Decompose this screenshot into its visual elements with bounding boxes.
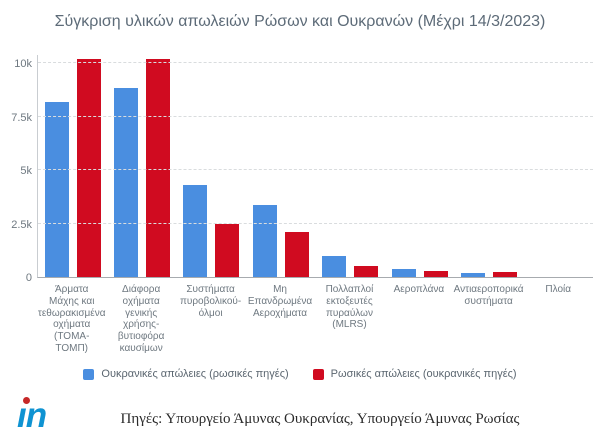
logo-dot-icon	[23, 397, 30, 404]
legend-item: Ρωσικές απώλειες (ουκρανικές πηγές)	[312, 368, 517, 380]
bar	[215, 223, 240, 277]
bar-group	[385, 55, 454, 277]
bar	[492, 272, 517, 277]
legend-swatch-icon	[83, 368, 95, 380]
gridline-10k	[38, 62, 593, 63]
x-axis-category-label: Αεροπλάνα	[393, 284, 445, 295]
x-axis-category-label: Πλοία	[545, 284, 572, 295]
y-tick-label: 7.5k	[11, 111, 32, 124]
bar-group	[107, 55, 176, 277]
plot-area	[37, 55, 593, 278]
bar	[322, 255, 347, 277]
bar-group	[177, 55, 246, 277]
x-axis-category-label: Συστήματα πυροβολικού- όλμοι	[179, 284, 242, 319]
y-tick-label: 5k	[20, 165, 32, 177]
bar	[76, 58, 101, 277]
bar	[146, 58, 171, 277]
bar	[391, 269, 416, 277]
bar	[183, 184, 208, 277]
bar-group	[38, 55, 107, 277]
source-text: Πηγές: Υπουργείο Άμυνας Ουκρανίας, Υπουρ…	[120, 411, 520, 427]
bar	[114, 87, 139, 277]
chart-title: Σύγκριση υλικών απωλειών Ρώσων και Ουκρα…	[54, 13, 546, 30]
x-axis-category-label: Διάφορα οχήματα γενικής χρήσης- βυτιοφόρ…	[117, 284, 165, 354]
gridline-5k	[38, 169, 593, 170]
bar-groups-container	[38, 55, 593, 277]
in-logo: ın	[17, 396, 47, 436]
bar-group	[316, 55, 385, 277]
y-tick-label: 0	[25, 272, 32, 284]
x-axis-category-label: Αντιαεροπορικά συστήματα	[453, 284, 524, 307]
bar	[423, 270, 448, 277]
bar	[284, 232, 309, 277]
x-axis-category-label: Μη Επανδρωμένα Αεροχήματα	[247, 284, 313, 319]
legend-item: Ουκρανικές απώλειες (ρωσικές πηγές)	[83, 368, 289, 380]
bar	[252, 205, 277, 277]
chart-legend: Ουκρανικές απώλειες (ρωσικές πηγές) Ρωσικ…	[0, 368, 600, 380]
legend-label: Ουκρανικές απώλειες (ρωσικές πηγές)	[101, 368, 289, 380]
legend-label: Ρωσικές απώλειες (ουκρανικές πηγές)	[330, 368, 517, 380]
gridline-2.5k	[38, 222, 593, 224]
y-tick-label: 2.5k	[11, 218, 32, 231]
logo-text: ın	[17, 396, 47, 435]
bar-group	[524, 55, 593, 277]
gridline-7.5k	[38, 115, 593, 117]
bar	[460, 273, 485, 277]
bar	[354, 266, 379, 277]
bar-group	[246, 55, 315, 277]
legend-swatch-icon	[312, 368, 324, 380]
bar	[44, 101, 69, 277]
x-axis-category-label: Πολλαπλοί εκτοξευτές πυραύλων (MLRS)	[325, 284, 374, 331]
x-axis-category-label: Άρματα Μάχης και τεθωρακισμένα οχήματα (…	[37, 284, 106, 354]
x-axis-labels: Άρματα Μάχης και τεθωρακισμένα οχήματα (…	[37, 284, 593, 355]
y-tick-label: 10k	[14, 58, 32, 70]
bar-group	[454, 55, 523, 277]
